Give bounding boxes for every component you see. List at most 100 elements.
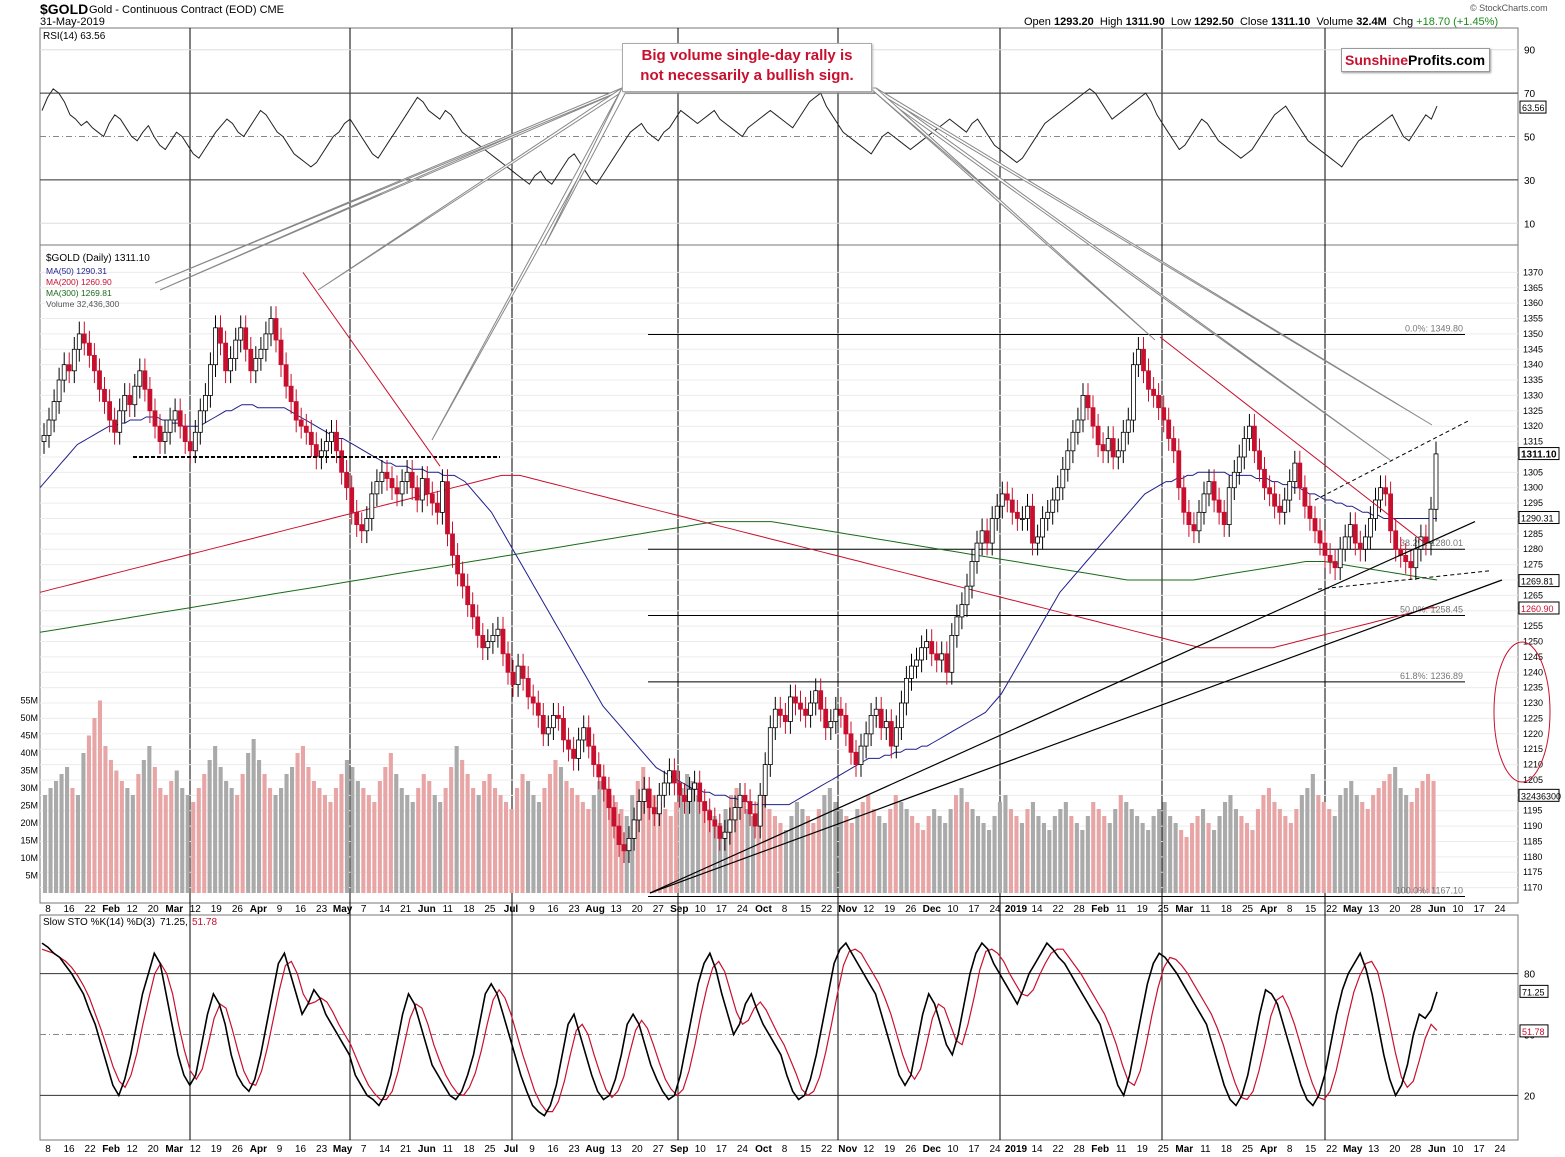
- volume-bar: [322, 795, 327, 893]
- volume-bar: [251, 739, 256, 893]
- volume-bar: [624, 816, 629, 893]
- candle-body: [450, 533, 455, 556]
- candle-body: [808, 702, 813, 716]
- volume-bar: [1212, 830, 1217, 893]
- x-axis-label: 10: [1452, 904, 1464, 915]
- sto-tick-label: 20: [1524, 1091, 1536, 1102]
- candle-body: [551, 715, 556, 729]
- volume-bar: [1233, 809, 1238, 893]
- candle-body: [1418, 536, 1424, 550]
- x-axis-label: 22: [821, 904, 833, 915]
- volume-bar: [701, 802, 706, 893]
- symbol-description: Gold - Continuous Contract (EOD) CME: [89, 4, 285, 16]
- candle-body: [1337, 548, 1343, 569]
- candle-body: [379, 471, 385, 482]
- price-tick-label: 1220: [1523, 729, 1543, 739]
- volume-bar: [493, 788, 498, 893]
- candle-body: [1433, 453, 1439, 510]
- x-axis-label-bottom: 12: [127, 1144, 139, 1155]
- candle-body: [1105, 438, 1111, 452]
- x-axis-label: Oct: [755, 904, 772, 915]
- candle-body: [863, 733, 869, 747]
- candle-body: [853, 751, 859, 765]
- volume-bar: [822, 795, 827, 893]
- volume-bar: [762, 795, 767, 893]
- candle-body: [712, 819, 718, 827]
- volume-bar: [191, 802, 196, 893]
- x-axis-label-bottom: 9: [529, 1144, 535, 1155]
- candle-body: [1352, 524, 1358, 544]
- volume-bar: [1404, 795, 1409, 893]
- candle-body: [419, 478, 425, 501]
- candle-body: [258, 348, 264, 359]
- volume-bar: [871, 809, 876, 893]
- rsi-current-label: 63.56: [1522, 103, 1545, 113]
- price-right-label-2: 1269.81: [1521, 577, 1554, 587]
- candle-body: [374, 481, 380, 495]
- price-tick-label: 1345: [1523, 344, 1543, 354]
- candle-body: [1171, 438, 1177, 452]
- candle-body: [520, 665, 526, 679]
- x-axis-label: 19: [211, 904, 223, 915]
- price-tick-label: 1325: [1523, 406, 1543, 416]
- x-axis-label-bottom: 22: [1326, 1144, 1338, 1155]
- sto-d-line: [41, 948, 1438, 1113]
- candle-body: [601, 776, 607, 790]
- x-axis-label-bottom: 20: [1389, 1144, 1401, 1155]
- candle-body: [561, 718, 566, 741]
- candle-body: [1241, 438, 1247, 458]
- candle-body: [793, 696, 798, 704]
- volume-bar: [1008, 809, 1013, 893]
- x-axis-label: 15: [800, 904, 812, 915]
- price-tick-label: 1315: [1523, 437, 1543, 447]
- candle-body: [1131, 364, 1136, 421]
- candle-body: [631, 819, 637, 839]
- candle-body: [162, 431, 168, 442]
- volume-bar: [262, 774, 267, 893]
- volume-bar: [882, 823, 887, 893]
- x-axis-label: Jun: [1428, 904, 1446, 915]
- volume-bar: [740, 802, 745, 893]
- candle-body: [1272, 493, 1277, 507]
- chg-label: Chg: [1392, 16, 1414, 28]
- volume-bar: [553, 760, 558, 893]
- candle-body: [1060, 468, 1066, 489]
- candle-body: [1085, 394, 1091, 409]
- candle-body: [1176, 450, 1182, 489]
- candle-body: [1040, 518, 1045, 538]
- candle-body: [994, 505, 1000, 519]
- candle-body: [1211, 481, 1217, 501]
- volume-bar: [169, 781, 174, 893]
- x-axis-label-bottom: 28: [1074, 1144, 1086, 1155]
- volume-bar: [1206, 823, 1211, 893]
- volume-tick-label: 15M: [20, 836, 38, 846]
- x-axis-label: 19: [1137, 904, 1149, 915]
- candle-body: [737, 794, 743, 808]
- rsi-title: RSI(14) 63.56: [43, 31, 106, 42]
- volume-bar: [1173, 823, 1178, 893]
- candle-body: [1161, 407, 1167, 421]
- x-axis-label: 9: [277, 904, 283, 915]
- price-tick-label: 1370: [1523, 267, 1543, 277]
- candle-body: [1347, 524, 1353, 538]
- x-axis-label-bottom: 12: [863, 1144, 875, 1155]
- candle-body: [172, 410, 178, 421]
- candle-body: [253, 358, 259, 372]
- candle-body: [112, 419, 117, 433]
- price-tick-label: 1180: [1523, 852, 1542, 862]
- x-axis-label: 16: [547, 904, 559, 915]
- volume-bar: [1277, 809, 1282, 893]
- candle-body: [495, 628, 501, 636]
- candle-body: [51, 401, 57, 421]
- candle-body: [651, 807, 657, 815]
- x-axis-label: 21: [400, 904, 412, 915]
- sto-tick-label: 80: [1524, 970, 1536, 981]
- candle-body: [207, 364, 213, 396]
- x-axis-label: Sep: [670, 904, 688, 915]
- x-axis-label: 14: [379, 904, 391, 915]
- volume-bar: [1107, 823, 1112, 893]
- x-axis-label: 10: [695, 904, 707, 915]
- candle-body: [904, 678, 909, 704]
- x-axis-label: Jul: [504, 904, 519, 915]
- candle-body: [1095, 425, 1101, 446]
